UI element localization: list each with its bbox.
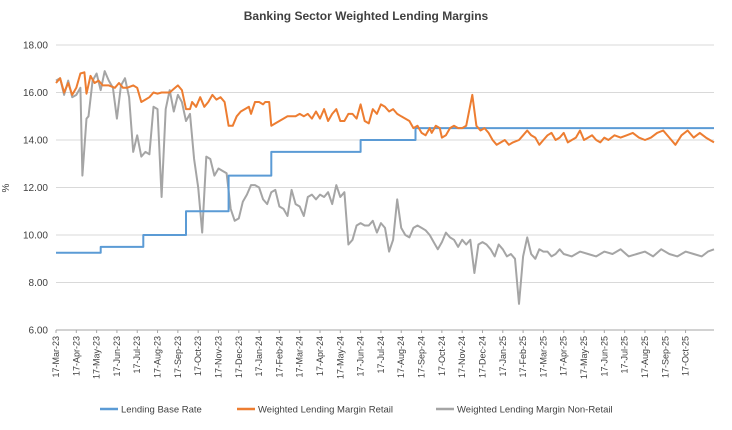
x-tick-label: 17-Mar-25: [538, 336, 548, 378]
y-axis-label: %: [1, 183, 12, 192]
x-tick-label: 17-May-25: [579, 336, 589, 379]
retail-margin-line: [55, 71, 715, 146]
non-retail-margin-line: [55, 70, 715, 305]
legend: Lending Base Rate Weighted Lending Margin…: [100, 405, 613, 416]
legend-lending-base-rate-label: Lending Base Rate: [121, 405, 202, 416]
x-tick-label: 17-Sep-23: [173, 336, 183, 378]
x-tick-label: 17-Jul-23: [132, 336, 142, 374]
x-tick-label: 17-May-24: [335, 336, 345, 379]
y-axis-ticks: 6.00 8.00 10.00 12.00 14.00 16.00 18.00: [23, 41, 48, 337]
series-lines: [55, 70, 715, 305]
x-axis-ticks: 17-Mar-23 17-Apr-23 17-May-23 17-Jun-23 17-J…: [51, 330, 691, 379]
y-tick-label: 16.00: [23, 88, 48, 99]
x-tick-label: 17-Aug-24: [396, 336, 406, 378]
y-tick-label: 14.00: [23, 136, 48, 147]
x-tick-label: 17-Sep-24: [417, 336, 427, 378]
x-tick-label: 17-Apr-25: [559, 336, 569, 376]
x-tick-label: 17-Mar-23: [51, 336, 61, 378]
x-tick-label: 17-Jul-24: [376, 336, 386, 374]
y-tick-label: 6.00: [29, 326, 49, 337]
x-tick-label: 17-Nov-24: [457, 336, 467, 378]
x-tick-label: 17-Jun-23: [112, 336, 122, 377]
x-tick-label: 17-Sep-25: [660, 336, 670, 378]
x-tick-label: 17-Feb-24: [274, 336, 284, 378]
y-tick-label: 18.00: [23, 41, 48, 52]
x-tick-label: 17-Oct-24: [437, 336, 447, 376]
gridlines: [56, 44, 714, 331]
x-tick-label: 17-May-23: [92, 336, 102, 379]
y-tick-label: 12.00: [23, 183, 48, 194]
x-tick-label: 17-Dec-24: [477, 336, 487, 378]
x-tick-label: 17-Oct-25: [681, 336, 691, 376]
y-tick-label: 10.00: [23, 231, 48, 242]
x-tick-label: 17-Dec-23: [234, 336, 244, 378]
x-tick-label: 17-Aug-25: [640, 336, 650, 378]
x-tick-label: 17-Apr-23: [71, 336, 81, 376]
x-tick-label: 17-Jun-25: [599, 336, 609, 377]
x-tick-label: 17-Jan-25: [498, 336, 508, 377]
x-tick-label: 17-Jan-24: [254, 336, 264, 377]
x-tick-label: 17-Oct-23: [193, 336, 203, 376]
x-tick-label: 17-Aug-23: [153, 336, 163, 378]
x-tick-label: 17-Feb-25: [518, 336, 528, 378]
legend-retail-margin-label: Weighted Lending Margin Retail: [258, 405, 393, 416]
lending-base-rate-line: [56, 127, 714, 254]
x-tick-label: 17-Apr-24: [315, 336, 325, 376]
x-tick-label: 17-Jun-24: [356, 336, 366, 377]
x-tick-label: 17-Jul-25: [620, 336, 630, 374]
x-tick-label: 17-Nov-23: [213, 336, 223, 378]
y-tick-label: 8.00: [29, 278, 49, 289]
chart-title: Banking Sector Weighted Lending Margins: [244, 9, 489, 23]
x-tick-label: 17-Mar-24: [295, 336, 305, 378]
legend-non-retail-margin-label: Weighted Lending Margin Non-Retail: [457, 405, 613, 416]
